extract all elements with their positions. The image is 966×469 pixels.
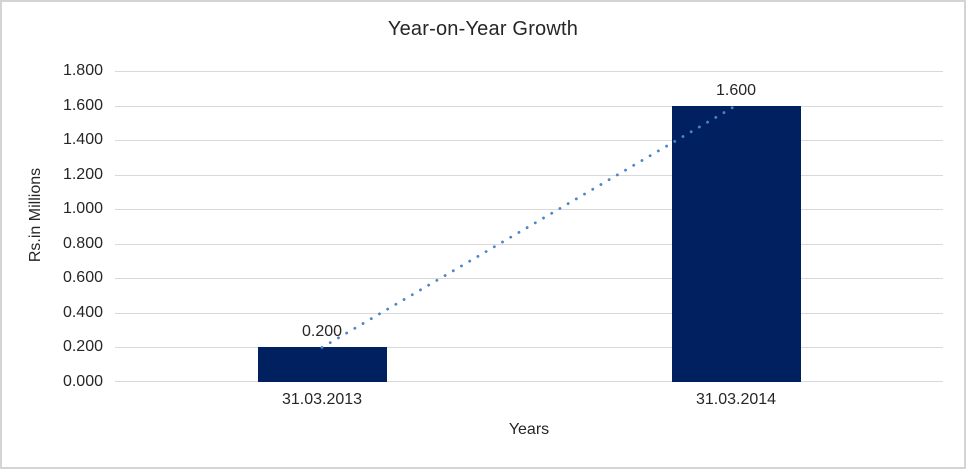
y-tick-label: 1.000 — [62, 200, 103, 218]
data-label: 1.600 — [715, 82, 757, 99]
plot-area: 0.200 1.600 — [115, 71, 943, 382]
x-axis-tick-labels: 31.03.2013 31.03.2014 — [115, 391, 943, 411]
chart-title: Year-on-Year Growth — [387, 18, 579, 40]
gridline — [115, 175, 943, 176]
gridline — [115, 381, 943, 382]
y-tick-label: 0.600 — [62, 269, 103, 287]
y-tick-label: 1.800 — [62, 62, 103, 79]
x-axis-title: Years — [508, 421, 550, 438]
gridline — [115, 71, 943, 72]
trend-line — [320, 104, 738, 349]
y-tick-label: 1.400 — [62, 131, 103, 149]
y-tick-label: 0.400 — [62, 303, 103, 321]
gridline — [115, 140, 943, 141]
gridline — [115, 278, 943, 279]
trendline-path — [320, 104, 738, 349]
x-tick-label: 31.03.2014 — [695, 391, 777, 408]
y-tick-label: 1.200 — [62, 165, 103, 183]
x-tick-label: 31.03.2013 — [281, 391, 363, 408]
gridline — [115, 347, 943, 348]
y-axis-tick-labels: 1.800 1.600 1.400 1.200 1.000 0.800 0.600 0.400… — [2, 62, 103, 390]
y-tick-label: 0.800 — [62, 234, 103, 252]
gridline — [115, 209, 943, 210]
gridline — [115, 106, 943, 107]
gridline — [115, 244, 943, 245]
gridline — [115, 313, 943, 314]
y-tick-label: 1.600 — [62, 96, 103, 114]
y-tick-label: 0.000 — [62, 373, 103, 390]
bar-31.03.2013 — [258, 347, 387, 382]
data-label: 0.200 — [301, 323, 343, 340]
y-tick-label: 0.200 — [62, 338, 103, 356]
bar-31.03.2014 — [672, 106, 801, 382]
